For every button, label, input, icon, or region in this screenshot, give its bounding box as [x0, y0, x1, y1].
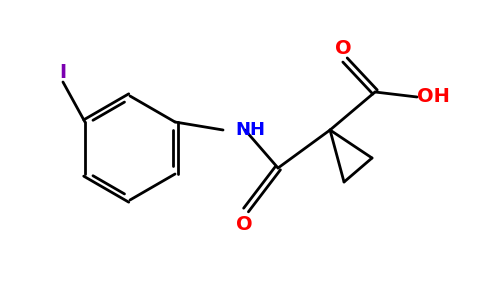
Text: O: O	[335, 38, 351, 58]
Text: O: O	[236, 214, 252, 233]
Text: NH: NH	[235, 121, 265, 139]
Text: I: I	[60, 62, 66, 82]
Text: OH: OH	[417, 88, 450, 106]
